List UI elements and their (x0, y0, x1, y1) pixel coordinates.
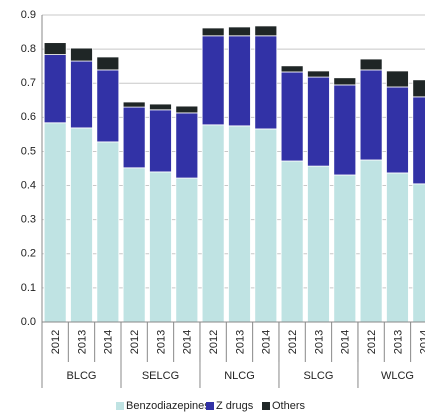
bar-segment (96, 56, 120, 71)
bar-segment (307, 76, 330, 167)
y-tick-label: 0.2 (21, 248, 36, 260)
bar-segment (96, 69, 120, 143)
x-tick-label: 2012 (366, 330, 378, 354)
x-tick-label: 2014 (419, 330, 425, 354)
y-tick-label: 0.6 (21, 111, 36, 123)
bar-segment (201, 124, 225, 323)
y-tick-label: 0.1 (21, 282, 36, 294)
bar-segment (254, 35, 278, 130)
bar-segment (359, 58, 383, 71)
bar-segment (228, 26, 251, 37)
legend-swatch (116, 402, 124, 410)
bar-segment (43, 122, 67, 323)
x-tick-label: 2014 (182, 330, 194, 354)
bar-segment (228, 125, 251, 323)
y-tick-label: 0.7 (21, 77, 36, 89)
group-label: WLCG (381, 370, 414, 382)
bar-segment (149, 103, 172, 111)
group-label: SLCG (303, 370, 333, 382)
group-label: SELCG (142, 370, 179, 382)
bar-segment (359, 69, 383, 161)
x-tick-label: 2012 (208, 330, 220, 354)
bar-segment (228, 35, 251, 127)
bar-segment (70, 60, 93, 129)
bar-segment (386, 70, 409, 88)
bar-segment (175, 112, 199, 179)
x-tick-label: 2012 (50, 330, 62, 354)
group-label: NLCG (224, 370, 255, 382)
bar-segment (307, 70, 330, 78)
bar-segment (412, 96, 425, 185)
bar-segment (201, 27, 225, 37)
bar-segment (412, 79, 425, 98)
bar-segment (280, 71, 304, 162)
legend-label: Benzodiazepines (126, 400, 210, 412)
y-tick-label: 0.5 (21, 145, 36, 157)
y-tick-label: 0.3 (21, 214, 36, 226)
y-tick-label: 0.4 (21, 179, 36, 191)
bar-segment (149, 109, 172, 173)
bar-segment (175, 177, 199, 323)
bar-segment (96, 141, 120, 323)
y-tick-label: 0.9 (21, 9, 36, 21)
bar-segment (70, 127, 93, 323)
bar-segment (70, 47, 93, 62)
x-tick-label: 2014 (340, 330, 352, 354)
bar-segment (386, 86, 409, 174)
x-tick-label: 2014 (103, 330, 115, 354)
bar-segment (280, 65, 304, 73)
bar-segment (280, 160, 304, 323)
bar-segment (333, 77, 357, 86)
bar-segment (359, 159, 383, 323)
x-tick-label: 2013 (76, 330, 88, 354)
x-tick-label: 2013 (155, 330, 167, 354)
x-tick-label: 2013 (313, 330, 325, 354)
bar-segment (43, 54, 67, 124)
bar-segment (333, 174, 357, 323)
bar-segment (386, 172, 409, 323)
x-tick-label: 2014 (261, 330, 273, 354)
bar-segment (201, 35, 225, 126)
x-tick-label: 2013 (392, 330, 404, 354)
x-tick-label: 2012 (129, 330, 141, 354)
bar-segment (122, 106, 146, 169)
bar-segment (175, 105, 199, 114)
bar-segment (149, 171, 172, 323)
legend-label: Others (272, 400, 306, 412)
legend-swatch (206, 402, 214, 410)
bar-segment (122, 101, 146, 108)
bar-segment (43, 42, 67, 55)
legend-label: Z drugs (216, 400, 254, 412)
bar-segment (307, 165, 330, 323)
x-tick-label: 2013 (234, 330, 246, 354)
bar-segment (333, 84, 357, 176)
bar-segment (122, 167, 146, 323)
legend-swatch (262, 402, 270, 410)
x-tick-label: 2012 (287, 330, 299, 354)
y-tick-label: 0.8 (21, 43, 36, 55)
bar-segment (254, 128, 278, 323)
y-tick-label: 0.0 (21, 316, 36, 328)
bar-segment (412, 183, 425, 323)
bar-segment (254, 25, 278, 37)
group-label: BLCG (67, 370, 97, 382)
